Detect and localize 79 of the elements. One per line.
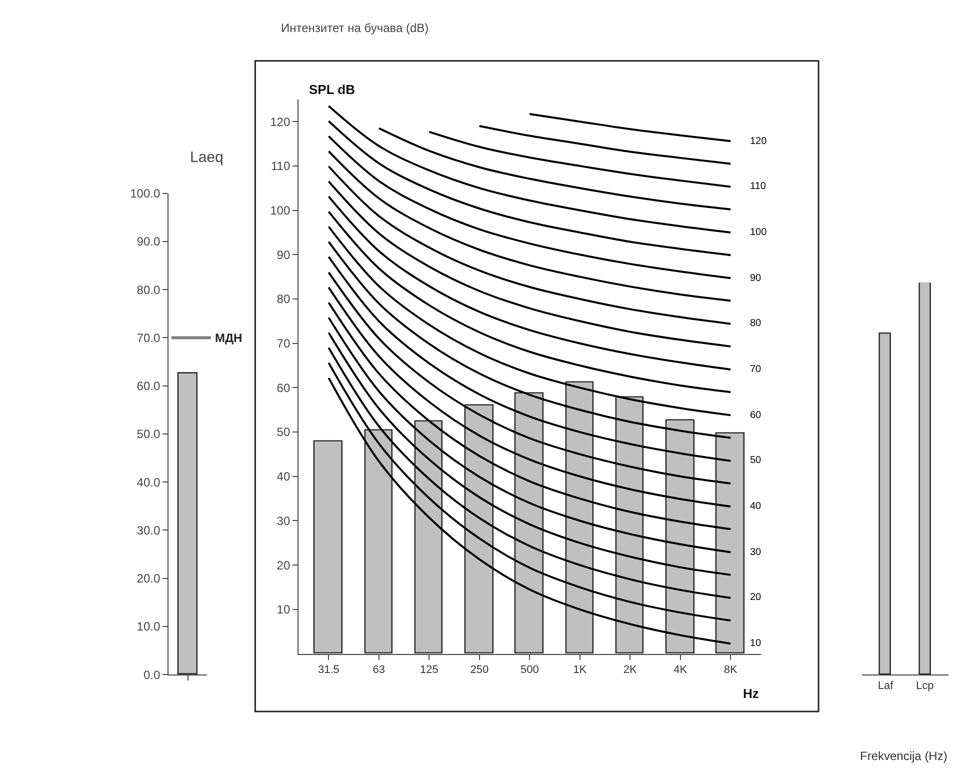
- x-tick-label: 4K: [674, 664, 688, 676]
- line-series: [328, 120, 732, 256]
- bar: [414, 420, 443, 654]
- line-series: [328, 286, 732, 508]
- series-label: 30: [750, 547, 762, 558]
- x-tick-label: 125: [420, 664, 438, 676]
- bar: [313, 440, 343, 654]
- line-series: [328, 226, 732, 416]
- y-tick-label: 20.0: [136, 572, 160, 586]
- x-tick-label: 1K: [573, 664, 588, 676]
- series-label: 10: [750, 638, 762, 649]
- y-tick-label: 30.0: [136, 523, 160, 538]
- line-series: [328, 271, 732, 484]
- x-tick-label: 250: [470, 664, 489, 676]
- series-label: 80: [750, 318, 762, 329]
- x-tick-label: 8K: [724, 664, 738, 676]
- y-tick-label: 90: [276, 248, 290, 262]
- line-series: [328, 105, 732, 234]
- y-tick-label: 100.0: [130, 186, 160, 201]
- y-tick-label: 90.0: [136, 234, 160, 249]
- bar: [464, 404, 494, 654]
- y-tick-label: 40.0: [136, 475, 160, 490]
- series-label: 20: [750, 592, 762, 603]
- bar: [615, 396, 644, 654]
- series-label: 70: [750, 364, 762, 375]
- line-series: [328, 302, 732, 530]
- y-tick-label: 60: [276, 380, 290, 395]
- y-axis-title: SPL dB: [309, 82, 355, 97]
- line-series: [328, 165, 732, 325]
- line-series: [328, 240, 732, 439]
- line-series: [428, 130, 732, 188]
- ref-line-label: МДН: [215, 331, 242, 345]
- series-label: 50: [750, 455, 762, 466]
- line-series: [478, 125, 732, 165]
- bar: [514, 392, 544, 654]
- y-tick-label: 0.0: [143, 668, 160, 682]
- line-series: [328, 150, 732, 302]
- series-label: 120: [750, 136, 768, 147]
- text: Frekvencija (Hz): [860, 749, 948, 763]
- y-tick-label: 50: [276, 425, 290, 440]
- chart-title: Интензитет на бучава (dB): [281, 21, 429, 35]
- line-series: [328, 256, 732, 462]
- chart-title: Laeq: [190, 149, 224, 166]
- bar: [364, 429, 393, 654]
- series-label: 90: [750, 273, 762, 284]
- x-tick-label: Lcp: [916, 680, 934, 692]
- line-series: [328, 210, 732, 394]
- line-series: [328, 180, 732, 348]
- line-series: [328, 135, 732, 280]
- y-tick-label: 70.0: [136, 330, 160, 345]
- series-label: 40: [750, 501, 762, 512]
- line-series: [378, 127, 732, 210]
- line-series: [328, 196, 732, 370]
- x-tick-label: 63: [372, 664, 386, 676]
- y-tick-label: 80.0: [136, 282, 160, 297]
- y-tick-label: 110: [270, 159, 290, 174]
- bar: [665, 419, 695, 654]
- bar: [715, 432, 745, 654]
- x-tick-label: 500: [520, 664, 539, 676]
- y-tick-label: 50.0: [136, 427, 160, 442]
- y-tick-label: 120: [270, 114, 290, 129]
- y-tick-label: 20: [276, 558, 290, 572]
- y-tick-label: 70: [276, 336, 290, 351]
- y-tick-label: 10.0: [136, 620, 160, 634]
- bar: [565, 381, 594, 654]
- x-tick-label: Laf: [878, 680, 894, 692]
- series-label: 60: [750, 410, 762, 421]
- y-tick-label: 100: [270, 203, 290, 218]
- x-tick-label: 31.5: [318, 664, 340, 676]
- y-tick-label: 10: [276, 602, 290, 617]
- y-tick-label: 60.0: [136, 379, 160, 394]
- y-tick-label: 30: [276, 514, 290, 528]
- y-tick-label: 40: [276, 470, 290, 484]
- line-series: [528, 113, 732, 142]
- x-axis-title: Hz: [743, 686, 760, 701]
- y-tick-label: 80: [276, 292, 290, 306]
- series-label: 100: [750, 227, 768, 238]
- x-tick-label: 2K: [623, 664, 638, 676]
- series-label: 110: [750, 181, 766, 192]
